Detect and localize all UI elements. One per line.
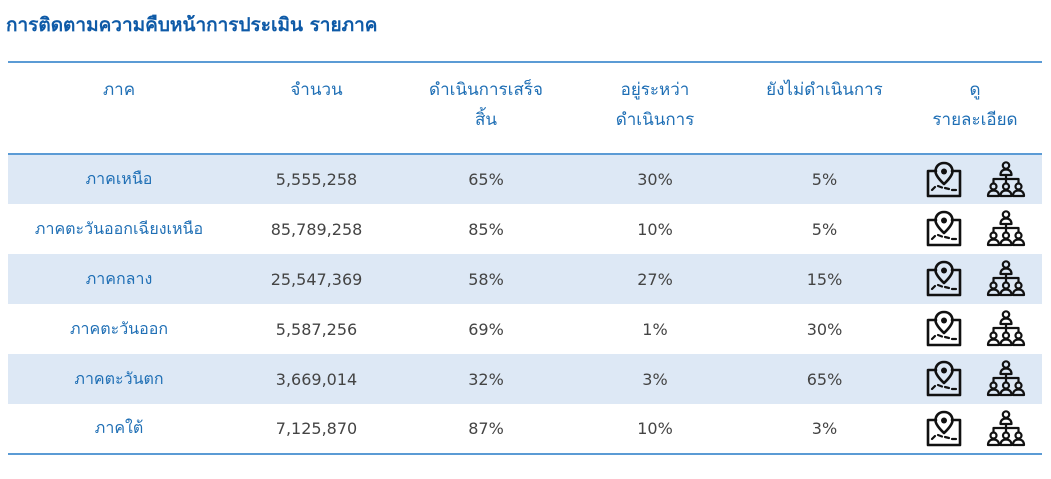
details-cell xyxy=(908,304,1042,354)
page-title: การติดตามความคืบหน้าการประเมิน รายภาค xyxy=(6,14,378,36)
table-row: ภาคใต้ 7,125,870 87% 10% 3% xyxy=(8,404,1042,454)
details-cell xyxy=(908,154,1042,204)
details-cell xyxy=(908,204,1042,254)
done-cell: 65% xyxy=(468,170,504,189)
header-count: จำนวน xyxy=(230,62,403,154)
region-cell[interactable]: ภาคตะวันออก xyxy=(69,318,169,338)
organization-chart-icon[interactable] xyxy=(985,408,1027,450)
region-cell[interactable]: ภาคเหนือ xyxy=(85,169,153,188)
details-cell xyxy=(908,354,1042,404)
organization-chart-icon[interactable] xyxy=(985,258,1027,300)
region-cell[interactable]: ภาคตะวันออกเฉียงเหนือ xyxy=(34,218,204,238)
details-actions xyxy=(912,258,1038,300)
details-cell xyxy=(908,254,1042,304)
table-row: ภาคตะวันออก 5,587,256 69% 1% 30% xyxy=(8,304,1042,354)
count-cell: 25,547,369 xyxy=(270,269,363,289)
header-done-label-line1: ดำเนินการเสร็จ xyxy=(429,80,543,100)
region-cell[interactable]: ภาคใต้ xyxy=(94,418,144,437)
header-details: ดู รายละเอียด xyxy=(908,62,1042,154)
details-actions xyxy=(912,358,1038,400)
count-cell: 85,789,258 xyxy=(270,219,363,239)
organization-chart-icon[interactable] xyxy=(985,358,1027,400)
header-done-label-line2: สิ้น xyxy=(475,110,497,130)
map-location-icon[interactable] xyxy=(923,408,965,450)
in-progress-cell: 3% xyxy=(642,369,668,389)
header-details-label-line1: ดู xyxy=(969,80,981,100)
details-actions xyxy=(912,208,1038,250)
done-cell: 87% xyxy=(468,419,504,438)
count-cell: 3,669,014 xyxy=(275,369,358,389)
map-location-icon[interactable] xyxy=(923,358,965,400)
header-region: ภาค xyxy=(8,62,230,154)
details-actions xyxy=(912,308,1038,350)
count-cell: 7,125,870 xyxy=(275,419,358,438)
in-progress-cell: 10% xyxy=(637,219,673,239)
details-actions xyxy=(912,159,1038,201)
organization-chart-icon[interactable] xyxy=(985,159,1027,201)
map-location-icon[interactable] xyxy=(923,258,965,300)
done-cell: 58% xyxy=(468,269,504,289)
table-row: ภาคตะวันตก 3,669,014 32% 3% 65% xyxy=(8,354,1042,404)
in-progress-cell: 27% xyxy=(637,269,673,289)
header-not-started: ยังไม่ดำเนินการ xyxy=(741,62,908,154)
table-row: ภาคตะวันออกเฉียงเหนือ 85,789,258 85% 10%… xyxy=(8,204,1042,254)
done-cell: 69% xyxy=(468,319,504,339)
header-count-label: จำนวน xyxy=(290,80,343,100)
count-cell: 5,555,258 xyxy=(275,170,358,189)
region-cell[interactable]: ภาคกลาง xyxy=(85,268,153,288)
map-location-icon[interactable] xyxy=(923,208,965,250)
count-cell: 5,587,256 xyxy=(275,319,358,339)
done-cell: 85% xyxy=(468,219,504,239)
header-details-label-line2: รายละเอียด xyxy=(932,110,1018,130)
in-progress-cell: 10% xyxy=(637,419,673,438)
not-started-cell: 15% xyxy=(806,269,843,289)
region-progress-table: ภาค จำนวน ดำเนินการเสร็จ สิ้น อยู่ระหว่า… xyxy=(8,61,1042,455)
header-in-progress-label-line1: อยู่ระหว่า xyxy=(620,80,690,100)
table-row: ภาคกลาง 25,547,369 58% 27% 15% xyxy=(8,254,1042,304)
not-started-cell: 5% xyxy=(811,219,838,239)
table-header: ภาค จำนวน ดำเนินการเสร็จ สิ้น อยู่ระหว่า… xyxy=(8,62,1042,154)
map-location-icon[interactable] xyxy=(923,308,965,350)
header-region-label: ภาค xyxy=(102,80,136,100)
organization-chart-icon[interactable] xyxy=(985,308,1027,350)
in-progress-cell: 30% xyxy=(637,170,673,189)
details-actions xyxy=(912,408,1038,450)
not-started-cell: 65% xyxy=(806,369,843,389)
organization-chart-icon[interactable] xyxy=(985,208,1027,250)
not-started-cell: 30% xyxy=(806,319,843,339)
table-row: ภาคเหนือ 5,555,258 65% 30% 5% xyxy=(8,154,1042,204)
not-started-cell: 5% xyxy=(811,170,838,189)
table-body: ภาคเหนือ 5,555,258 65% 30% 5% xyxy=(8,154,1042,454)
details-cell xyxy=(908,404,1042,454)
header-in-progress-label-line2: ดำเนินการ xyxy=(615,110,695,130)
done-cell: 32% xyxy=(468,369,504,389)
header-not-started-label: ยังไม่ดำเนินการ xyxy=(766,80,883,100)
map-location-icon[interactable] xyxy=(923,159,965,201)
header-in-progress: อยู่ระหว่า ดำเนินการ xyxy=(569,62,741,154)
not-started-cell: 3% xyxy=(811,419,838,438)
in-progress-cell: 1% xyxy=(642,319,668,339)
header-done: ดำเนินการเสร็จ สิ้น xyxy=(403,62,569,154)
region-cell[interactable]: ภาคตะวันตก xyxy=(74,368,164,388)
